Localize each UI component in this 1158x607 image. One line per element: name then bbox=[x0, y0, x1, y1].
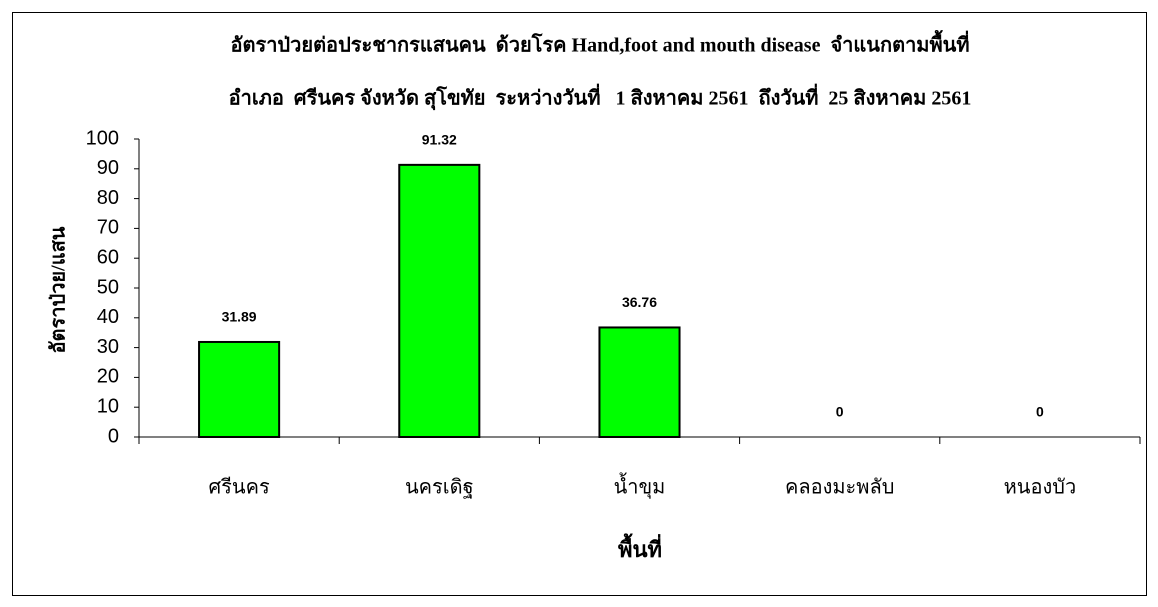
data-label: 31.89 bbox=[222, 309, 257, 325]
x-tick-label: ศรีนคร bbox=[208, 477, 269, 499]
chart-title: อัตราป่วยต่อประชากรแสนคน ด้วยโรค Hand,fo… bbox=[230, 30, 969, 57]
y-axis-label: อัตราป่วย/แสน bbox=[48, 226, 70, 353]
data-label: 36.76 bbox=[622, 294, 657, 310]
y-tick-label: 50 bbox=[97, 276, 119, 298]
chart-frame bbox=[12, 12, 1147, 596]
y-tick-label: 80 bbox=[97, 187, 119, 209]
data-label: 0 bbox=[836, 404, 844, 420]
y-tick-label: 90 bbox=[97, 157, 119, 179]
bar bbox=[398, 163, 481, 438]
x-axis-label: พื้นที่ bbox=[618, 533, 662, 562]
bar bbox=[198, 340, 281, 439]
y-tick-label: 40 bbox=[97, 306, 119, 328]
y-tick-label: 0 bbox=[108, 425, 119, 447]
bar bbox=[598, 326, 681, 438]
x-tick-label: คลองมะพลับ bbox=[785, 477, 894, 499]
y-tick-label: 60 bbox=[97, 246, 119, 268]
y-tick-label: 10 bbox=[97, 395, 119, 417]
x-tick-label: นครเดิฐ bbox=[405, 477, 474, 499]
y-tick-label: 20 bbox=[97, 366, 119, 388]
x-tick-label: หนองบัว bbox=[1004, 477, 1077, 499]
data-label: 0 bbox=[1036, 404, 1044, 420]
y-tick-label: 100 bbox=[86, 127, 119, 149]
y-tick-label: 30 bbox=[97, 336, 119, 358]
y-tick-label: 70 bbox=[97, 217, 119, 239]
x-tick-label: น้ำขุม bbox=[614, 473, 666, 500]
chart-subtitle: อำเภอ ศรีนคร จังหวัด สุโขทัย ระหว่างวันท… bbox=[229, 83, 972, 111]
data-label: 91.32 bbox=[422, 132, 457, 148]
